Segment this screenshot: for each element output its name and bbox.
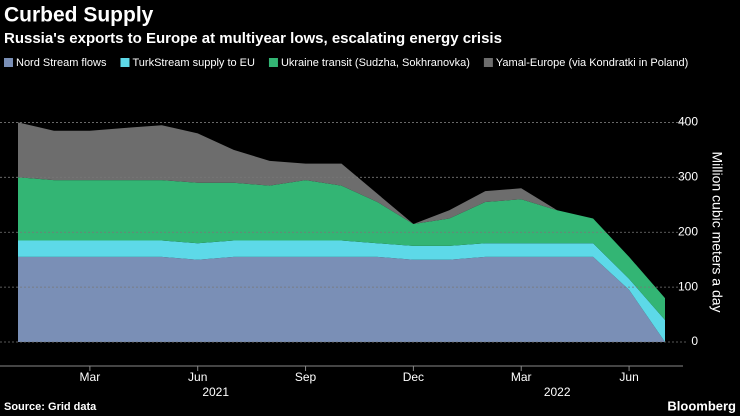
y-tick-label: 300: [678, 170, 698, 184]
x-tick-label: Sep: [295, 370, 317, 384]
legend-swatch: [483, 58, 493, 67]
x-tick-label: Mar: [511, 370, 532, 384]
legend-swatch: [268, 58, 278, 67]
source: Source: Grid data: [4, 401, 97, 413]
y-tick-label: 400: [678, 115, 698, 129]
y-tick-label: 100: [678, 279, 698, 293]
y-tick-label: 0: [691, 334, 698, 348]
legend-label: Nord Stream flows: [16, 57, 107, 69]
year-label: 2022: [544, 385, 571, 399]
legend-label: TurkStream supply to EU: [132, 57, 255, 69]
x-tick-label: Jun: [619, 370, 638, 384]
legend-label: Yamal-Europe (via Kondratki in Poland): [496, 57, 688, 69]
brand: Bloomberg: [667, 398, 736, 413]
chart-title: Curbed Supply: [4, 4, 154, 27]
legend-swatch: [120, 58, 130, 67]
x-tick-label: Dec: [403, 370, 424, 384]
x-tick-label: Mar: [80, 370, 101, 384]
x-tick-label: Jun: [188, 370, 207, 384]
area: [18, 177, 665, 320]
y-tick-label: 200: [678, 224, 698, 238]
legend-label: Ukraine transit (Sudzha, Sokhranovka): [281, 57, 470, 69]
y-axis-label: Million cubic meters a day: [709, 151, 725, 312]
year-label: 2021: [202, 385, 229, 399]
legend-swatch: [4, 58, 13, 67]
area: [18, 256, 665, 342]
area: [18, 240, 665, 342]
area: [18, 122, 665, 299]
chart-subtitle: Russia's exports to Europe at multiyear …: [4, 30, 502, 47]
